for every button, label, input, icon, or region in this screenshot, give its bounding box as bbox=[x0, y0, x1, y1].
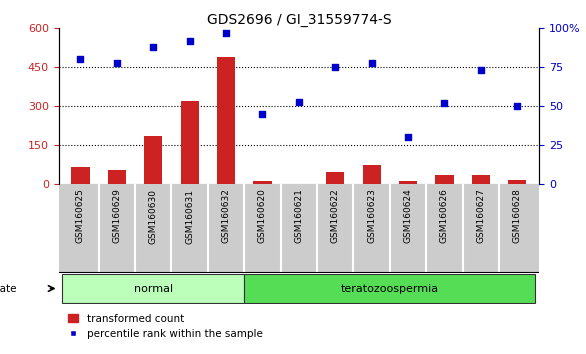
Bar bbox=[253, 182, 271, 184]
Point bbox=[331, 64, 340, 70]
Text: GSM160623: GSM160623 bbox=[367, 188, 376, 244]
Bar bbox=[472, 175, 490, 184]
Bar bbox=[363, 165, 381, 184]
Legend: transformed count, percentile rank within the sample: transformed count, percentile rank withi… bbox=[64, 310, 267, 343]
Bar bbox=[108, 170, 126, 184]
Point bbox=[513, 103, 522, 109]
Text: GSM160628: GSM160628 bbox=[513, 188, 522, 244]
Text: GSM160627: GSM160627 bbox=[476, 188, 485, 244]
Text: normal: normal bbox=[134, 284, 173, 293]
Text: disease state: disease state bbox=[0, 284, 17, 293]
FancyBboxPatch shape bbox=[62, 274, 244, 303]
Text: GSM160629: GSM160629 bbox=[113, 188, 121, 244]
FancyBboxPatch shape bbox=[244, 274, 536, 303]
Point bbox=[294, 99, 304, 104]
Point bbox=[403, 135, 413, 140]
Title: GDS2696 / GI_31559774-S: GDS2696 / GI_31559774-S bbox=[206, 13, 391, 27]
Text: GSM160620: GSM160620 bbox=[258, 188, 267, 244]
Bar bbox=[326, 172, 345, 184]
Point bbox=[222, 30, 231, 36]
Bar bbox=[399, 182, 417, 184]
Point bbox=[476, 68, 486, 73]
Point bbox=[185, 38, 195, 44]
Point bbox=[258, 111, 267, 117]
Text: GSM160622: GSM160622 bbox=[331, 188, 340, 243]
Text: GSM160624: GSM160624 bbox=[404, 188, 413, 243]
Bar bbox=[435, 175, 454, 184]
Point bbox=[440, 100, 449, 106]
Text: GSM160632: GSM160632 bbox=[222, 188, 230, 244]
Bar bbox=[71, 167, 90, 184]
Bar bbox=[180, 101, 199, 184]
Text: teratozoospermia: teratozoospermia bbox=[341, 284, 439, 293]
Bar bbox=[508, 180, 526, 184]
Bar bbox=[217, 57, 235, 184]
Text: GSM160626: GSM160626 bbox=[440, 188, 449, 244]
Point bbox=[149, 44, 158, 50]
Point bbox=[112, 60, 121, 65]
Bar bbox=[144, 136, 162, 184]
Text: GSM160625: GSM160625 bbox=[76, 188, 85, 244]
Text: GSM160631: GSM160631 bbox=[185, 188, 194, 244]
Point bbox=[367, 60, 376, 65]
Text: GSM160621: GSM160621 bbox=[294, 188, 304, 244]
Point bbox=[76, 57, 85, 62]
Text: GSM160630: GSM160630 bbox=[149, 188, 158, 244]
